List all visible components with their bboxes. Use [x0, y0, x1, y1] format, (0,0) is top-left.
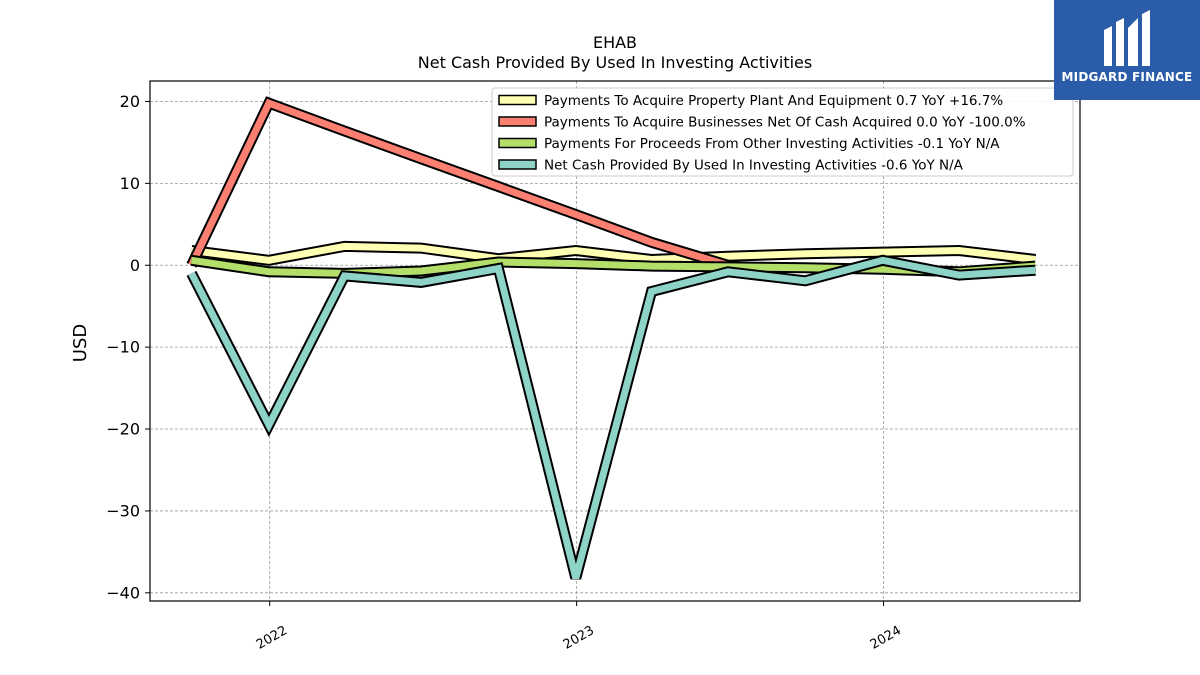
chart-title: EHAB	[593, 33, 637, 52]
series-group	[186, 96, 1037, 580]
y-axis-label: USD	[70, 324, 91, 362]
legend-label: Payments For Proceeds From Other Investi…	[544, 136, 1000, 152]
series-line	[190, 256, 1036, 277]
legend-label: Net Cash Provided By Used In Investing A…	[544, 158, 964, 174]
legend-box	[491, 87, 1074, 177]
legend-swatch	[498, 159, 537, 170]
series-line	[188, 256, 1036, 579]
legend-swatch	[498, 116, 537, 127]
legend: Payments To Acquire Property Plant And E…	[491, 87, 1074, 177]
chart-subtitle: Net Cash Provided By Used In Investing A…	[418, 53, 812, 72]
midgard-finance-logo: MIDGARD FINANCE	[1054, 0, 1200, 100]
series-line-outline	[186, 254, 1036, 580]
x-tick-label: 2022	[254, 623, 290, 653]
x-tick-label: 2024	[868, 623, 904, 653]
y-tick-label: −20	[106, 420, 140, 439]
series-line	[188, 98, 730, 269]
logo-text: MIDGARD FINANCE	[1061, 70, 1193, 84]
legend-swatch	[498, 94, 537, 106]
y-tick-label: 20	[120, 92, 140, 111]
legend-swatch	[498, 137, 537, 149]
legend-label: Payments To Acquire Property Plant And E…	[544, 93, 1003, 109]
y-tick-label: 0	[130, 256, 140, 275]
legend-label: Payments To Acquire Businesses Net Of Ca…	[544, 115, 1026, 131]
y-tick-label: −40	[106, 583, 140, 602]
logo-mark-icon	[1104, 10, 1150, 66]
x-tick-label: 2023	[561, 623, 597, 653]
plot-frame	[149, 80, 1081, 602]
series-line	[191, 242, 1036, 264]
y-tick-label: −30	[106, 501, 140, 520]
y-tick-label: 10	[120, 174, 140, 193]
y-tick-label: −10	[106, 338, 140, 357]
